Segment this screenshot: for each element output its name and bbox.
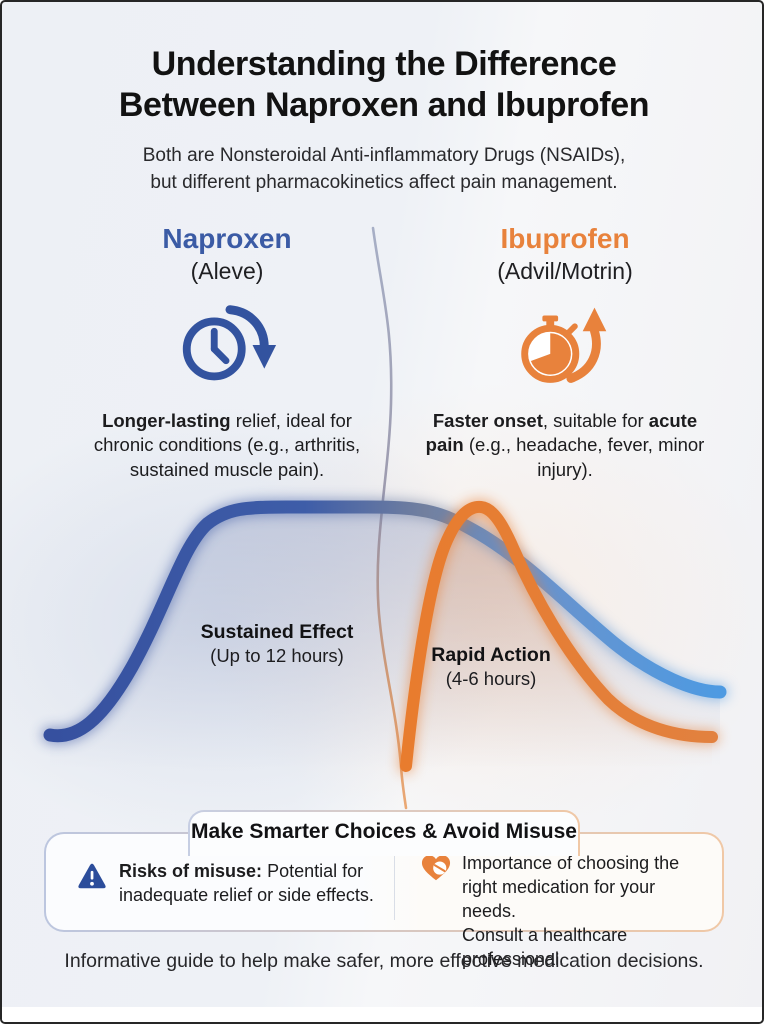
warning-triangle-icon	[76, 862, 108, 908]
ibuprofen-brand: (Advil/Motrin)	[497, 257, 633, 284]
heart-pill-icon	[420, 854, 452, 972]
page-title-line1: Understanding the Difference	[151, 45, 617, 83]
risk-text-bold: Risks of misuse:	[119, 861, 263, 881]
sustained-effect-title: Sustained Effect	[200, 621, 354, 643]
page-subtitle-line1: Both are Nonsteroidal Anti-inflammatory …	[142, 145, 626, 166]
sustained-effect-label: Sustained Effect (Up to 12 hours)	[167, 620, 387, 668]
choice-text: Importance of choosing the right medicat…	[462, 852, 712, 972]
naproxen-desc-bold: Longer-lasting	[102, 409, 231, 431]
choice-text-line1: Importance of choosing the right medicat…	[462, 853, 680, 921]
risk-text: Risks of misuse: Potential for inadequat…	[119, 860, 376, 908]
misuse-callout-tab: Make Smarter Choices & Avoid Misuse	[188, 810, 580, 856]
bottom-white-strip	[2, 1007, 762, 1022]
risk-text-rest: Potential for inadequate relief or side …	[119, 861, 374, 905]
ibuprofen-desc-bold2: acute pain	[425, 409, 698, 456]
choice-item: Importance of choosing the right medicat…	[420, 852, 712, 972]
clock-arrow-down-icon	[62, 299, 392, 395]
naproxen-brand: (Aleve)	[190, 257, 264, 284]
page-title-line2: Between Naproxen and Ibuprofen	[118, 85, 650, 124]
ibuprofen-desc-mid: , suitable for	[542, 409, 649, 431]
risk-item: Risks of misuse: Potential for inadequat…	[76, 860, 376, 908]
misuse-callout-box: Make Smarter Choices & Avoid Misuse Risk…	[44, 810, 724, 969]
ibuprofen-name: Ibuprofen	[500, 223, 630, 254]
ibuprofen-area-fill	[406, 506, 712, 766]
naproxen-column: Naproxen (Aleve) Longer-lasting relief, …	[62, 223, 392, 482]
choice-text-line2: Consult a healthcare professional.	[462, 924, 628, 969]
ibuprofen-curve	[400, 500, 718, 772]
rapid-action-label: Rapid Action (4-6 hours)	[391, 643, 591, 691]
misuse-callout-title: Make Smarter Choices & Avoid Misuse	[191, 820, 577, 843]
stopwatch-arrow-up-icon	[400, 299, 730, 395]
ibuprofen-curve-glow	[398, 498, 720, 774]
ibuprofen-desc-bold1: Faster onset	[432, 409, 543, 431]
page-subtitle-line2: but different pharmacokinetics affect pa…	[150, 171, 618, 193]
ibuprofen-column: Ibuprofen (Advil/Motrin) Faster onset, s…	[400, 223, 730, 482]
page-title: Understanding the Difference Between Nap…	[2, 44, 762, 126]
naproxen-description: Longer-lasting relief, ideal for chronic…	[76, 409, 378, 482]
ibuprofen-desc-rest: (e.g., headache, fever, minor injury).	[463, 434, 705, 480]
naproxen-name: Naproxen	[162, 223, 292, 254]
naproxen-desc-rest: relief, ideal for chronic conditions (e.…	[93, 409, 361, 480]
sustained-effect-duration: (Up to 12 hours)	[210, 645, 344, 667]
ibuprofen-description: Faster onset, suitable for acute pain (e…	[425, 409, 705, 482]
rapid-action-title: Rapid Action	[431, 644, 551, 666]
footer-note: Informative guide to help make safer, mo…	[64, 950, 704, 972]
callout-divider	[394, 848, 395, 920]
rapid-action-duration: (4-6 hours)	[445, 668, 537, 690]
page-subtitle: Both are Nonsteroidal Anti-inflammatory …	[2, 143, 762, 196]
